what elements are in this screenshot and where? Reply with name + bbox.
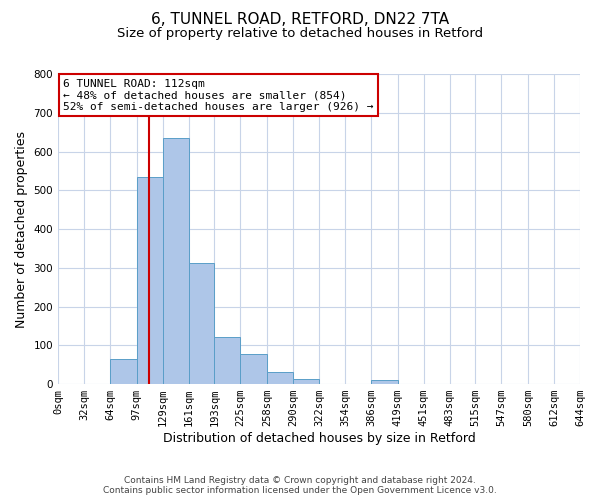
Bar <box>137 176 163 384</box>
Bar <box>110 359 137 384</box>
Bar <box>188 263 214 384</box>
Bar <box>267 372 293 384</box>
Bar <box>163 138 188 384</box>
Text: Contains HM Land Registry data © Crown copyright and database right 2024.
Contai: Contains HM Land Registry data © Crown c… <box>103 476 497 495</box>
Text: Size of property relative to detached houses in Retford: Size of property relative to detached ho… <box>117 28 483 40</box>
Bar <box>214 337 241 384</box>
Bar <box>241 354 267 384</box>
Y-axis label: Number of detached properties: Number of detached properties <box>15 130 28 328</box>
Bar <box>371 380 398 384</box>
Bar <box>293 380 319 384</box>
X-axis label: Distribution of detached houses by size in Retford: Distribution of detached houses by size … <box>163 432 475 445</box>
Text: 6 TUNNEL ROAD: 112sqm
← 48% of detached houses are smaller (854)
52% of semi-det: 6 TUNNEL ROAD: 112sqm ← 48% of detached … <box>63 78 374 112</box>
Text: 6, TUNNEL ROAD, RETFORD, DN22 7TA: 6, TUNNEL ROAD, RETFORD, DN22 7TA <box>151 12 449 28</box>
